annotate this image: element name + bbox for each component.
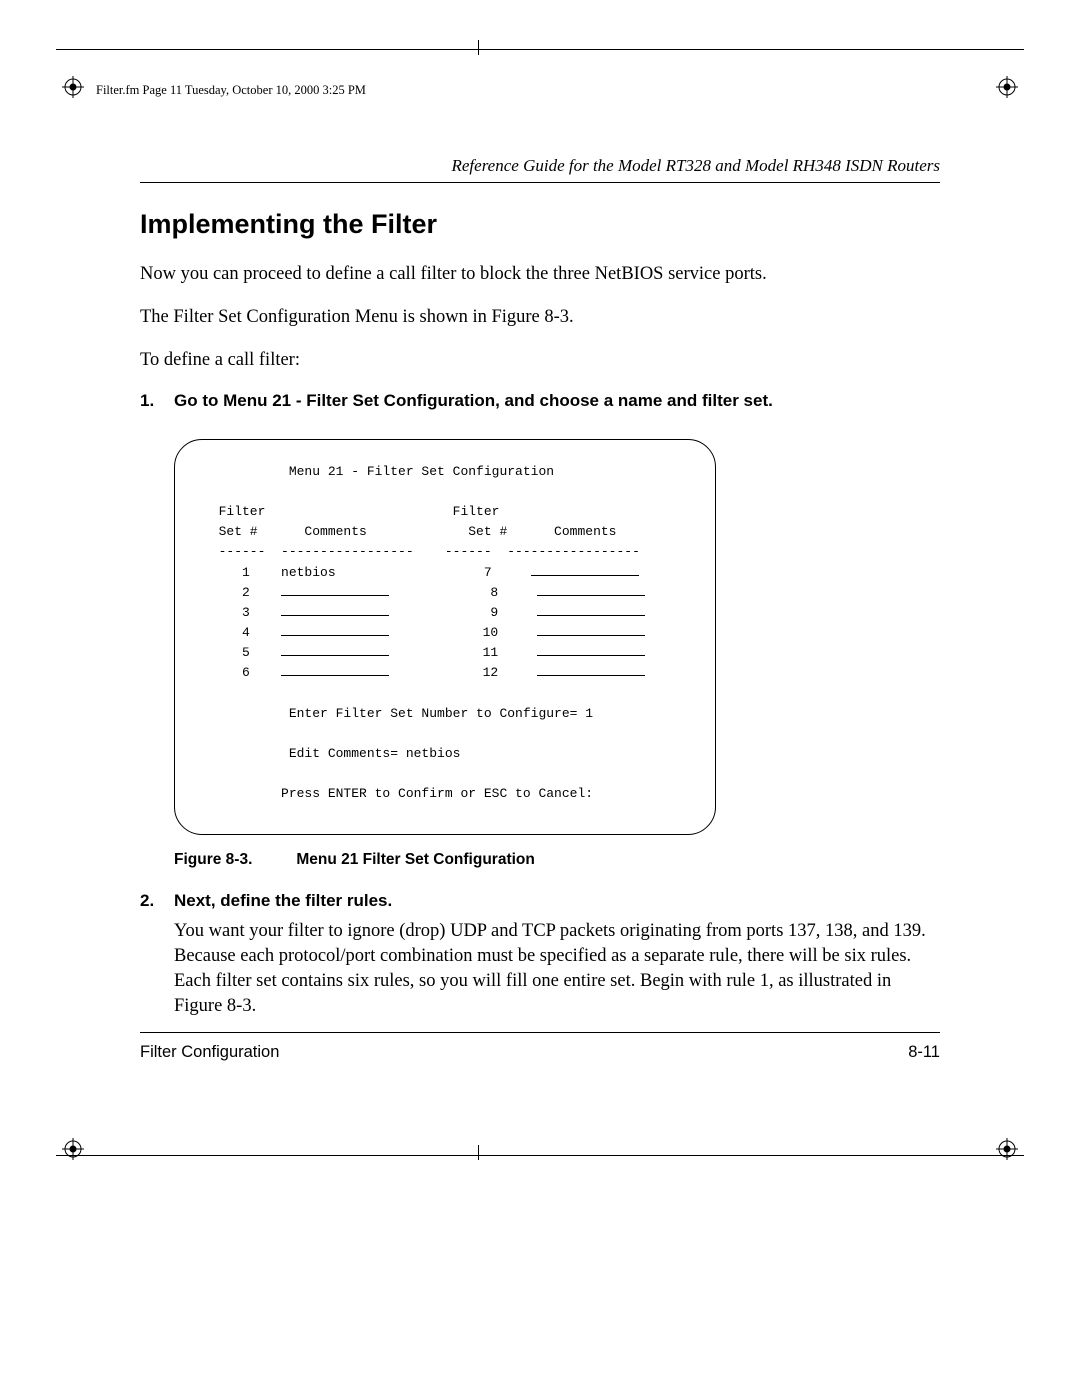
registration-mark-icon bbox=[996, 76, 1018, 98]
step-number: 1. bbox=[140, 391, 174, 411]
header-rule bbox=[140, 182, 940, 183]
registration-mark-icon bbox=[62, 1138, 84, 1160]
paragraph: To define a call filter: bbox=[140, 348, 940, 373]
crop-tick-bottom bbox=[478, 1145, 479, 1160]
registration-mark-icon bbox=[62, 76, 84, 98]
page: Filter.fm Page 11 Tuesday, October 10, 2… bbox=[0, 0, 1080, 1397]
step-2: 2. Next, define the filter rules. You wa… bbox=[140, 891, 940, 1019]
figure-caption: Figure 8-3. Menu 21 Filter Set Configura… bbox=[174, 851, 940, 869]
step-body: You want your filter to ignore (drop) UD… bbox=[174, 919, 940, 1019]
paragraph: The Filter Set Configuration Menu is sho… bbox=[140, 305, 940, 330]
crop-line-top bbox=[56, 49, 1024, 50]
crop-line-bottom bbox=[56, 1155, 1024, 1156]
step-text: Go to Menu 21 - Filter Set Configuration… bbox=[174, 391, 773, 411]
running-head: Reference Guide for the Model RT328 and … bbox=[140, 156, 940, 176]
crop-tick-top bbox=[478, 40, 479, 55]
footer-rule bbox=[140, 1032, 940, 1033]
step-number: 2. bbox=[140, 891, 174, 1019]
step-1: 1. Go to Menu 21 - Filter Set Configurat… bbox=[140, 391, 940, 411]
footer-left: Filter Configuration bbox=[140, 1043, 279, 1062]
file-tag: Filter.fm Page 11 Tuesday, October 10, 2… bbox=[96, 83, 366, 98]
content-area: Reference Guide for the Model RT328 and … bbox=[140, 156, 940, 1037]
step-text: Next, define the filter rules. bbox=[174, 891, 940, 911]
section-title: Implementing the Filter bbox=[140, 209, 940, 240]
figure-label: Figure 8-3. bbox=[174, 851, 292, 869]
page-footer: Filter Configuration 8-11 bbox=[140, 1032, 940, 1062]
footer-right: 8-11 bbox=[908, 1043, 940, 1062]
figure-title: Menu 21 Filter Set Configuration bbox=[296, 851, 535, 868]
figure: Menu 21 - Filter Set Configuration Filte… bbox=[174, 439, 940, 869]
paragraph: Now you can proceed to define a call fil… bbox=[140, 262, 940, 287]
terminal-screen: Menu 21 - Filter Set Configuration Filte… bbox=[174, 439, 716, 835]
registration-mark-icon bbox=[996, 1138, 1018, 1160]
